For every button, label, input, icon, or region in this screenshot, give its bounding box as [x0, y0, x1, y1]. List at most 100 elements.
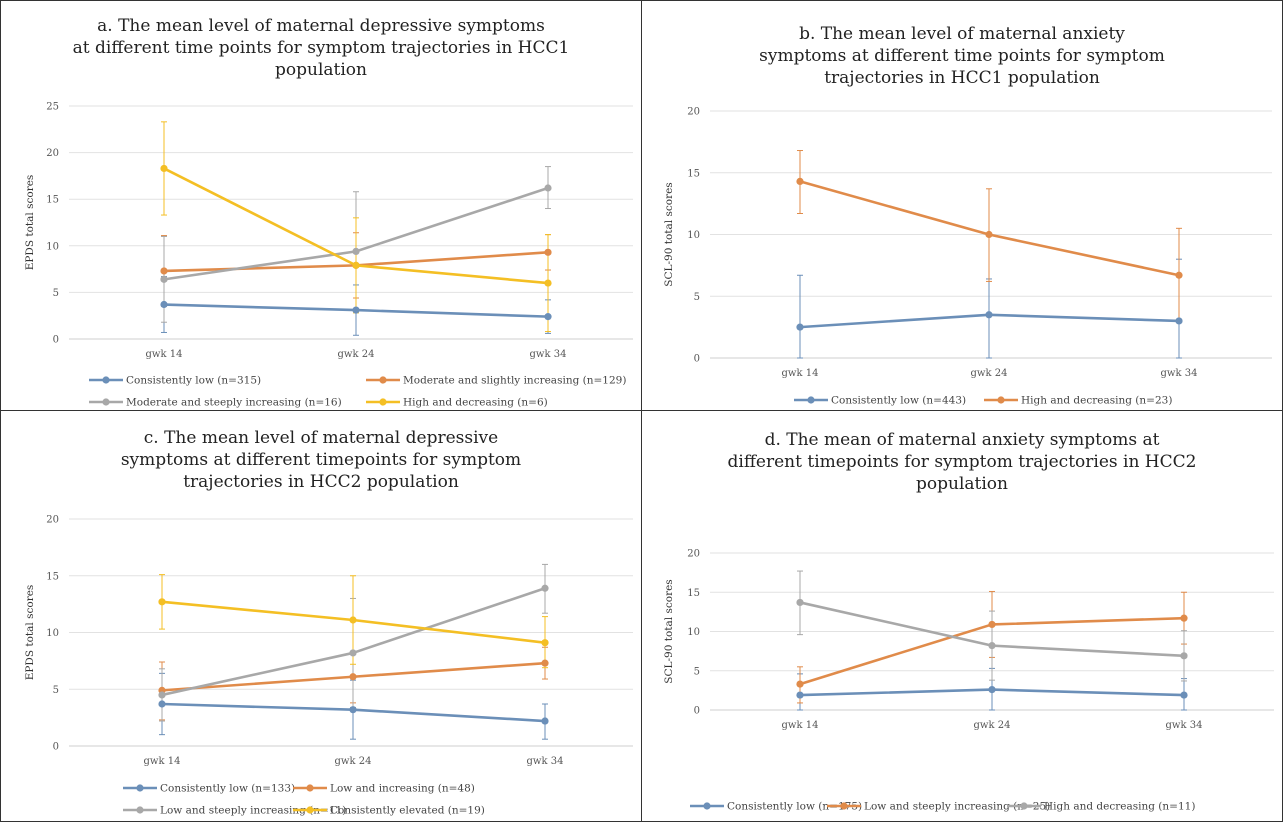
data-point: [796, 598, 804, 607]
data-point: [349, 649, 357, 657]
panel-b-title-line-1: b. The mean level of maternal anxiety: [799, 24, 1125, 44]
panel-b: b. The mean level of maternal anxiety sy…: [641, 0, 1283, 411]
data-point: [1175, 317, 1183, 325]
panel-b-title: b. The mean level of maternal anxiety sy…: [682, 23, 1242, 89]
data-point: [544, 313, 552, 321]
panel-d: d. The mean of maternal anxiety symptoms…: [641, 410, 1283, 822]
legend-label: Low and steeply increasing (n=11): [160, 805, 346, 817]
panel-a-title: a. The mean level of maternal depressive…: [41, 15, 601, 81]
legend-label: High and decreasing (n=11): [1044, 801, 1195, 813]
legend-swatch-marker: [379, 376, 387, 384]
y-tick-label: 5: [694, 292, 700, 303]
panel-d-chart: 0 5 10 15 20 SCL-90 total scores gwk 14 gwk 24 g…: [663, 549, 1274, 813]
data-point: [988, 620, 996, 629]
panel-b-title-line-3: trajectories in HCC1 population: [824, 68, 1100, 88]
panel-a: a. The mean level of maternal depressive…: [0, 0, 642, 411]
data-point: [541, 584, 549, 592]
data-point: [160, 275, 168, 283]
y-tick-label: 20: [46, 515, 59, 526]
x-tick-label: gwk 24: [335, 756, 372, 767]
legend-label: Moderate and steeply increasing (n=16): [126, 397, 342, 409]
y-tick-label: 20: [687, 549, 700, 560]
data-point: [1180, 614, 1188, 622]
y-tick-label: 0: [694, 354, 700, 365]
legend-label: Consistently low (n=133): [160, 783, 295, 795]
legend-swatch-marker: [840, 802, 848, 810]
legend-swatch-marker: [703, 802, 711, 810]
y-tick-label: 20: [46, 148, 59, 159]
data-point: [985, 230, 993, 239]
data-point: [1175, 271, 1183, 279]
y-tick-label: 5: [53, 685, 59, 696]
data-point: [796, 691, 804, 699]
panel-d-title-line-2: different timepoints for symptom traject…: [727, 452, 1197, 472]
data-point: [160, 164, 168, 173]
x-tick-label: gwk 34: [530, 349, 567, 360]
panel-c-title-line-2: symptoms at different timepoints for sym…: [120, 450, 522, 470]
legend-swatch-marker: [102, 376, 110, 384]
legend-swatch-marker: [807, 396, 815, 404]
data-point: [158, 700, 166, 708]
y-tick-label: 20: [687, 107, 700, 118]
legend-swatch-marker: [379, 398, 387, 406]
data-point: [158, 598, 166, 606]
x-tick-label: gwk 24: [974, 720, 1011, 731]
x-tick-label: gwk 34: [1161, 368, 1198, 379]
panel-a-title-line-2: at different time points for symptom tra…: [72, 38, 570, 58]
x-tick-label: gwk 34: [527, 756, 564, 767]
legend-label: Consistently low (n=443): [831, 395, 966, 407]
panel-b-chart: 0 5 10 15 20 SCL-90 total scores gwk 14 gwk 24 g…: [663, 107, 1272, 407]
legend-swatch-marker: [102, 398, 110, 406]
x-tick-label: gwk 14: [782, 368, 819, 379]
panel-a-title-line-3: population: [275, 60, 367, 80]
x-tick-label: gwk 24: [338, 349, 375, 360]
data-point: [541, 659, 549, 667]
data-point: [349, 616, 357, 624]
y-axis-label: EPDS total scores: [24, 585, 36, 681]
legend-swatch-marker: [136, 806, 144, 814]
panel-c: c. The mean level of maternal depressive…: [0, 410, 642, 822]
data-point: [541, 717, 549, 725]
legend-swatch-marker: [306, 784, 314, 792]
data-point: [349, 706, 357, 714]
data-point: [796, 177, 804, 185]
legend-swatch-marker: [997, 396, 1005, 404]
x-tick-label: gwk 14: [782, 720, 819, 731]
legend-label: Consistently low (n=175): [727, 801, 862, 813]
x-tick-label: gwk 14: [146, 349, 183, 360]
y-tick-label: 15: [687, 168, 700, 179]
legend-label: Low and increasing (n=48): [330, 783, 475, 795]
data-point: [160, 267, 168, 275]
legend-swatch-marker: [136, 784, 144, 792]
panel-d-title-line-1: d. The mean of maternal anxiety symptoms…: [764, 430, 1160, 450]
y-tick-label: 25: [46, 102, 59, 113]
panel-c-title: c. The mean level of maternal depressive…: [41, 427, 601, 493]
panel-b-title-line-2: symptoms at different time points for sy…: [759, 46, 1165, 66]
data-point: [544, 184, 552, 192]
x-tick-label: gwk 14: [144, 756, 181, 767]
legend-swatch-marker: [1020, 802, 1028, 810]
y-axis-label: EPDS total scores: [24, 175, 36, 271]
y-tick-label: 15: [46, 195, 59, 206]
data-point: [988, 642, 996, 650]
y-tick-label: 15: [687, 588, 700, 599]
y-tick-label: 5: [53, 288, 59, 299]
y-tick-label: 10: [687, 627, 700, 638]
y-tick-label: 10: [687, 230, 700, 241]
panel-c-title-line-3: trajectories in HCC2 population: [183, 472, 459, 492]
data-point: [352, 261, 360, 269]
panel-c-chart: 0 5 10 15 20 EPDS total scores gwk 14 gwk 24 gwk…: [24, 515, 633, 817]
y-tick-label: 15: [46, 571, 59, 582]
data-point: [985, 311, 993, 319]
x-tick-label: gwk 24: [971, 368, 1008, 379]
data-point: [544, 279, 552, 287]
data-point: [160, 300, 168, 309]
panel-d-title-line-3: population: [916, 474, 1008, 494]
y-tick-label: 10: [46, 628, 59, 639]
panel-d-title: d. The mean of maternal anxiety symptoms…: [682, 429, 1242, 495]
y-axis-label: SCL-90 total scores: [663, 579, 675, 683]
data-point: [541, 639, 549, 647]
legend-label: Low and steeply increasing (n=25): [864, 801, 1050, 813]
data-point: [352, 247, 360, 255]
